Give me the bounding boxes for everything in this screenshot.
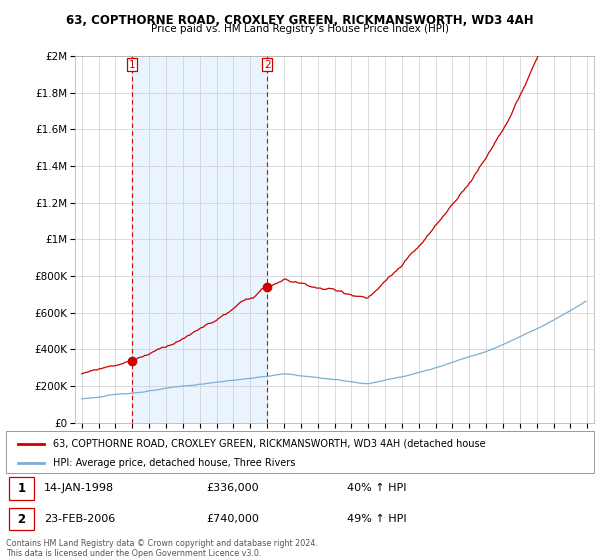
Text: Contains HM Land Registry data © Crown copyright and database right 2024.
This d: Contains HM Land Registry data © Crown c…: [6, 539, 318, 558]
FancyBboxPatch shape: [9, 477, 34, 500]
Text: Price paid vs. HM Land Registry’s House Price Index (HPI): Price paid vs. HM Land Registry’s House …: [151, 24, 449, 34]
Text: 63, COPTHORNE ROAD, CROXLEY GREEN, RICKMANSWORTH, WD3 4AH: 63, COPTHORNE ROAD, CROXLEY GREEN, RICKM…: [66, 14, 534, 27]
Bar: [132, 56, 267, 423]
Text: HPI: Average price, detached house, Three Rivers: HPI: Average price, detached house, Thre…: [53, 458, 295, 468]
Text: 14-JAN-1998: 14-JAN-1998: [44, 483, 115, 493]
Text: 2: 2: [264, 60, 271, 69]
FancyBboxPatch shape: [9, 508, 34, 530]
Text: 40% ↑ HPI: 40% ↑ HPI: [347, 483, 407, 493]
Text: 2: 2: [17, 512, 25, 525]
Text: 1: 1: [17, 482, 25, 495]
Text: £740,000: £740,000: [206, 514, 259, 524]
Text: 1: 1: [129, 60, 136, 69]
Text: 23-FEB-2006: 23-FEB-2006: [44, 514, 115, 524]
Text: 49% ↑ HPI: 49% ↑ HPI: [347, 514, 407, 524]
FancyBboxPatch shape: [6, 431, 594, 473]
Text: 63, COPTHORNE ROAD, CROXLEY GREEN, RICKMANSWORTH, WD3 4AH (detached house: 63, COPTHORNE ROAD, CROXLEY GREEN, RICKM…: [53, 439, 485, 449]
Text: £336,000: £336,000: [206, 483, 259, 493]
